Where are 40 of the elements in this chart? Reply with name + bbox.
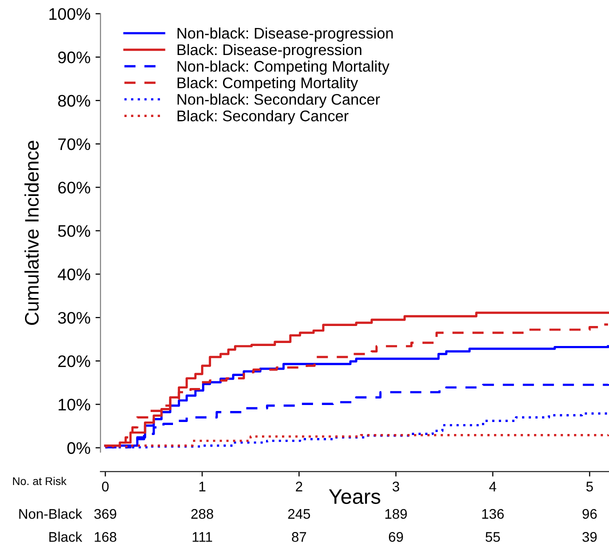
text: 69 — [388, 532, 403, 542]
y-tick-label: 100% — [49, 8, 90, 20]
y-tick-label: 0% — [67, 442, 90, 454]
y-tick-label: 60% — [58, 182, 90, 194]
x-tick-label: 1 — [199, 482, 206, 492]
text: 245 — [288, 509, 310, 519]
text: 87 — [292, 532, 306, 542]
legend-label: Black: Disease-progression — [178, 44, 362, 58]
y-tick-label: 40% — [58, 268, 90, 280]
y-tick-label: 80% — [58, 94, 90, 107]
x-tick-label: 0 — [102, 482, 109, 492]
y-tick-label: 70% — [58, 138, 90, 150]
x-tick-label: 5 — [586, 482, 593, 492]
x-tick-label: 2 — [296, 482, 302, 492]
text: 288 — [191, 509, 214, 519]
legend-label: Non-black: Secondary Cancer — [178, 94, 380, 108]
text: 168 — [94, 532, 116, 542]
text: 96 — [582, 509, 597, 519]
y-tick-label: 50% — [58, 225, 90, 237]
y-axis-title: Cumulative Incidence — [24, 140, 39, 325]
legend-label: Non-black: Competing Mortality — [178, 60, 390, 75]
y-tick-label: 30% — [58, 312, 90, 324]
text: Non-Black — [19, 508, 82, 519]
text: 39 — [582, 532, 597, 542]
legend-label: Non-black: Disease-progression — [178, 27, 393, 42]
x-tick-label: 4 — [489, 482, 496, 492]
text: Black — [49, 532, 82, 542]
y-tick-label: 20% — [58, 355, 90, 368]
x-tick-label: 3 — [392, 482, 400, 492]
text: 369 — [94, 509, 116, 519]
text: 111 — [192, 532, 212, 542]
y-tick-label: 90% — [58, 52, 90, 64]
text: 189 — [385, 509, 407, 519]
legend-label: Black: Competing Mortality — [178, 77, 358, 92]
y-tick-label: 10% — [58, 398, 90, 411]
text: 136 — [482, 509, 504, 519]
text: 55 — [486, 532, 500, 542]
legend-label: Black: Secondary Cancer — [178, 110, 348, 124]
x-axis-title: Years — [328, 489, 380, 504]
text: No. at Risk — [13, 476, 67, 486]
